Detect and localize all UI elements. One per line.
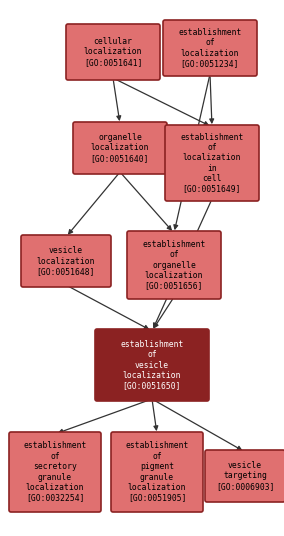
Text: establishment
of
pigment
granule
localization
[GO:0051905]: establishment of pigment granule localiz… <box>125 442 189 503</box>
FancyBboxPatch shape <box>127 231 221 299</box>
Text: vesicle
localization
[GO:0051648]: vesicle localization [GO:0051648] <box>37 246 95 276</box>
Text: establishment
of
secretory
granule
localization
[GO:0032254]: establishment of secretory granule local… <box>23 442 87 503</box>
FancyBboxPatch shape <box>111 432 203 512</box>
FancyBboxPatch shape <box>73 122 167 174</box>
Text: cellular
localization
[GO:0051641]: cellular localization [GO:0051641] <box>84 37 142 67</box>
Text: vesicle
targeting
[GO:0006903]: vesicle targeting [GO:0006903] <box>216 461 274 491</box>
Text: establishment
of
localization
[GO:0051234]: establishment of localization [GO:005123… <box>178 28 242 68</box>
FancyBboxPatch shape <box>21 235 111 287</box>
FancyBboxPatch shape <box>9 432 101 512</box>
Text: establishment
of
organelle
localization
[GO:0051656]: establishment of organelle localization … <box>142 240 206 291</box>
FancyBboxPatch shape <box>66 24 160 80</box>
Text: establishment
of
localization
in
cell
[GO:0051649]: establishment of localization in cell [G… <box>180 132 244 193</box>
FancyBboxPatch shape <box>95 329 209 401</box>
Text: establishment
of
vesicle
localization
[GO:0051650]: establishment of vesicle localization [G… <box>120 340 184 390</box>
FancyBboxPatch shape <box>165 125 259 201</box>
FancyBboxPatch shape <box>205 450 284 502</box>
FancyBboxPatch shape <box>163 20 257 76</box>
Text: organelle
localization
[GO:0051640]: organelle localization [GO:0051640] <box>91 133 149 163</box>
